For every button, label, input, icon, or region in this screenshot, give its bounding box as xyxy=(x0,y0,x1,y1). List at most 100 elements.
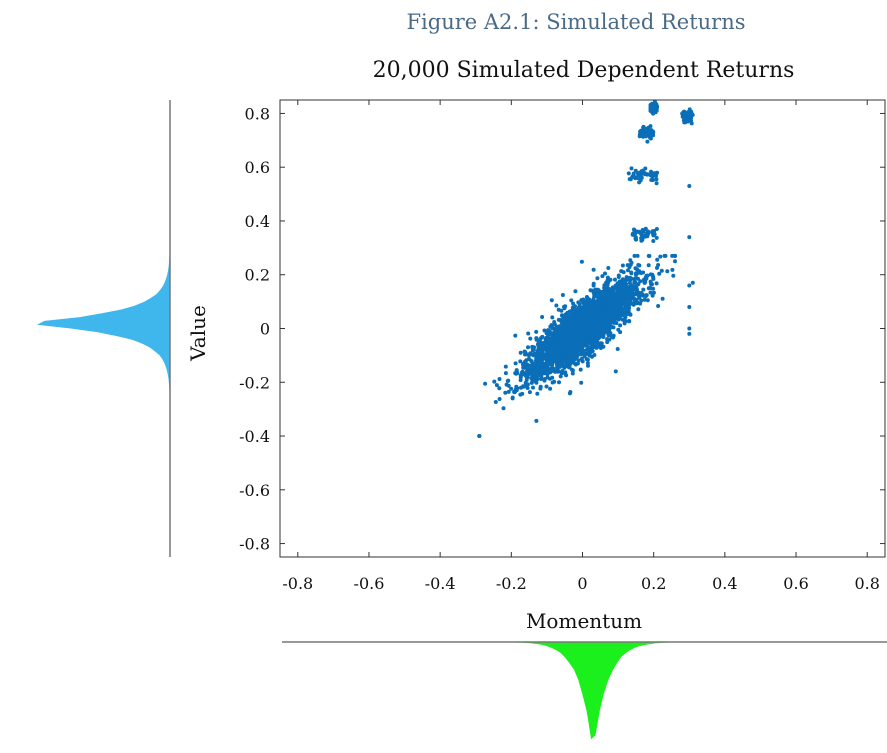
scatter-point xyxy=(559,342,564,347)
scatter-point xyxy=(687,184,692,188)
scatter-point xyxy=(550,315,555,320)
scatter-point xyxy=(647,129,651,134)
scatter-point xyxy=(505,379,510,383)
scatter-point xyxy=(631,171,636,176)
scatter-point xyxy=(616,327,621,332)
scatter-point xyxy=(604,317,608,322)
scatter-point xyxy=(503,390,508,395)
scatter-point xyxy=(523,350,528,355)
scatter-point xyxy=(483,381,488,386)
scatter-point xyxy=(629,296,633,301)
x-tick-label: -0.4 xyxy=(425,574,456,593)
scatter-point xyxy=(636,292,640,297)
scatter-point xyxy=(535,376,540,381)
scatter-point xyxy=(613,286,617,291)
scatter-point xyxy=(606,280,610,285)
scatter-point xyxy=(652,171,657,176)
scatter-point xyxy=(618,282,623,287)
scatter-point xyxy=(651,104,655,109)
scatter-point xyxy=(525,369,530,374)
scatter-point xyxy=(531,353,536,358)
scatter-point xyxy=(657,271,662,276)
scatter-point xyxy=(582,316,587,321)
scatter-point xyxy=(582,351,587,356)
scatter-point xyxy=(535,362,540,367)
scatter-point xyxy=(526,331,531,336)
scatter-point xyxy=(518,378,523,383)
scatter-point xyxy=(648,272,653,277)
scatter-point xyxy=(567,352,572,357)
scatter-point xyxy=(541,351,546,356)
scatter-point xyxy=(638,301,643,306)
scatter-point xyxy=(687,283,692,288)
scatter-point xyxy=(530,346,535,351)
scatter-point xyxy=(565,335,570,340)
momentum-marginal-histogram xyxy=(280,642,885,740)
scatter-point xyxy=(572,341,577,346)
scatter-point xyxy=(568,362,572,367)
scatter-point xyxy=(636,176,641,181)
scatter-point xyxy=(545,372,550,377)
scatter-point xyxy=(629,271,634,276)
scatter-point xyxy=(550,366,555,371)
scatter-point xyxy=(510,395,515,400)
scatter-point xyxy=(598,330,603,334)
scatter-point xyxy=(576,358,581,363)
scatter-point xyxy=(562,344,567,349)
scatter-point xyxy=(566,341,571,346)
scatter-point xyxy=(620,290,625,294)
scatter-point xyxy=(618,323,623,328)
scatter-point xyxy=(497,377,502,381)
scatter-point xyxy=(576,344,581,349)
scatter-point xyxy=(570,322,575,327)
scatter-point xyxy=(645,273,650,278)
scatter-point xyxy=(682,120,687,125)
scatter-point xyxy=(562,304,566,309)
scatter-point xyxy=(613,369,618,374)
scatter-point xyxy=(544,384,549,389)
scatter-point xyxy=(655,265,659,270)
scatter-point xyxy=(627,305,631,310)
chart-title: 20,000 Simulated Dependent Returns xyxy=(372,58,795,83)
scatter-point xyxy=(571,316,576,321)
scatter-point xyxy=(606,295,611,300)
scatter-point xyxy=(651,239,656,243)
scatter-point xyxy=(627,281,632,285)
scatter-point xyxy=(497,397,502,401)
scatter-point xyxy=(549,298,554,303)
scatter-point xyxy=(542,362,547,367)
x-tick-label: -0.2 xyxy=(496,574,527,593)
scatter-point xyxy=(601,304,606,309)
scatter-point xyxy=(644,293,649,298)
scatter-point xyxy=(521,384,526,389)
scatter-point xyxy=(590,343,595,348)
x-tick-label: 0.4 xyxy=(712,574,737,593)
scatter-point xyxy=(628,258,633,263)
scatter-point xyxy=(544,367,549,372)
scatter-point xyxy=(595,325,600,330)
scatter-point xyxy=(601,317,606,322)
scatter-point xyxy=(565,316,569,321)
scatter-point xyxy=(571,307,576,312)
scatter-point xyxy=(497,386,502,391)
scatter-point xyxy=(562,354,567,359)
scatter-point xyxy=(605,309,610,314)
scatter-point xyxy=(611,333,616,338)
scatter-point xyxy=(550,333,554,338)
scatter-point xyxy=(634,271,638,276)
scatter-point xyxy=(649,169,653,174)
scatter-point xyxy=(626,268,630,273)
scatter-point xyxy=(513,361,518,366)
scatter-point xyxy=(537,368,542,372)
scatter-point xyxy=(591,298,596,302)
scatter-point xyxy=(557,380,561,385)
scatter-point xyxy=(538,357,543,362)
scatter-point xyxy=(563,326,568,331)
scatter-point xyxy=(650,130,655,135)
scatter-point xyxy=(600,274,605,279)
scatter-point xyxy=(579,298,584,303)
scatter-point xyxy=(673,253,677,258)
scatter-point xyxy=(534,358,539,363)
x-tick-label: 0.6 xyxy=(783,574,808,593)
scatter-point xyxy=(527,390,532,395)
